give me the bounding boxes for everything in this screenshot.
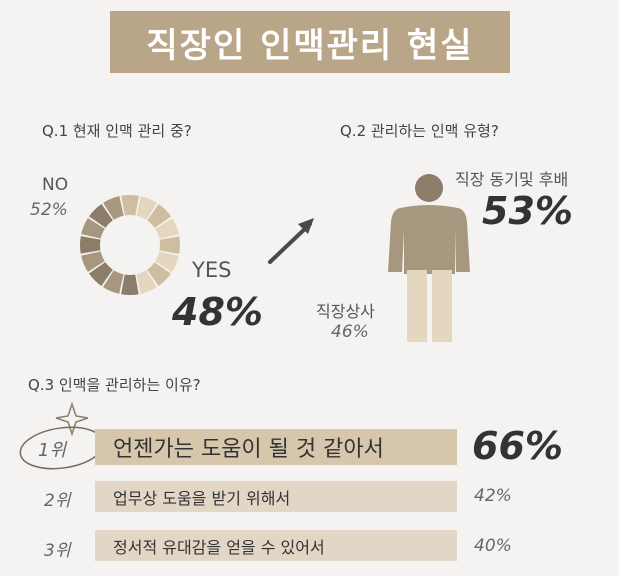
donut-slice-no — [155, 251, 179, 273]
donut-slice-no — [136, 196, 158, 220]
donut-slice-no — [121, 195, 139, 216]
sparkle-icon — [55, 401, 89, 437]
rank-3: 3위 — [44, 541, 71, 561]
pct-3: 40% — [474, 536, 512, 556]
rank-2: 2위 — [44, 491, 71, 511]
reason-row-1: 언젠가는 도움이 될 것 같아서 — [95, 429, 457, 465]
reason-row-3: 정서적 유대감을 얻을 수 있어서 — [95, 530, 457, 561]
person-head — [415, 174, 443, 202]
rank-1: 1위 — [38, 440, 67, 461]
donut-slice-yes — [89, 203, 113, 228]
boss-pct: 46% — [331, 322, 369, 342]
yes-pct: 48% — [172, 290, 263, 334]
pct-1: 66% — [472, 424, 563, 468]
donut-slice-yes — [80, 236, 101, 254]
donut-slice-no — [147, 262, 171, 287]
reason-2: 업무상 도움을 받기 위해서 — [113, 488, 291, 508]
q1-question: Q.1 현재 인맥 관리 중? — [42, 122, 192, 140]
person-left-leg — [407, 270, 427, 342]
donut-slice-yes — [121, 274, 139, 295]
no-pct: 52% — [30, 200, 68, 220]
q1-donut-chart — [80, 195, 180, 295]
yes-label: YES — [192, 258, 232, 282]
no-label: NO — [42, 175, 69, 195]
peer-pct: 53% — [482, 189, 573, 233]
q2-question: Q.2 관리하는 인맥 유형? — [340, 122, 499, 140]
person-body — [404, 228, 455, 274]
boss-label: 직장상사 — [316, 302, 375, 321]
donut-slice-yes — [102, 270, 124, 294]
donut-slice-no — [147, 204, 172, 228]
peer-label: 직장 동기및 후배 — [455, 170, 569, 189]
pct-2: 42% — [474, 486, 512, 506]
arrow-icon — [268, 218, 314, 264]
title-banner: 직장인 인맥관리 현실 — [110, 11, 510, 73]
donut-slice-no — [136, 270, 157, 294]
person-icon — [388, 174, 470, 342]
reason-row-2: 업무상 도움을 받기 위해서 — [95, 481, 457, 512]
person-torso — [388, 205, 470, 272]
person-right-leg — [432, 270, 452, 342]
q3-question: Q.3 인맥을 관리하는 이유? — [28, 376, 201, 394]
reason-3: 정서적 유대감을 얻을 수 있어서 — [113, 537, 325, 557]
donut-slice-yes — [81, 217, 105, 239]
donut-slice-yes — [81, 251, 105, 272]
donut-slice-yes — [88, 262, 113, 286]
donut-slice-no — [159, 236, 180, 254]
donut-slice-yes — [103, 196, 124, 220]
donut-slice-no — [155, 218, 179, 239]
reason-1: 언젠가는 도움이 될 것 같아서 — [113, 437, 384, 462]
page-title: 직장인 인맥관리 현실 — [146, 25, 474, 66]
